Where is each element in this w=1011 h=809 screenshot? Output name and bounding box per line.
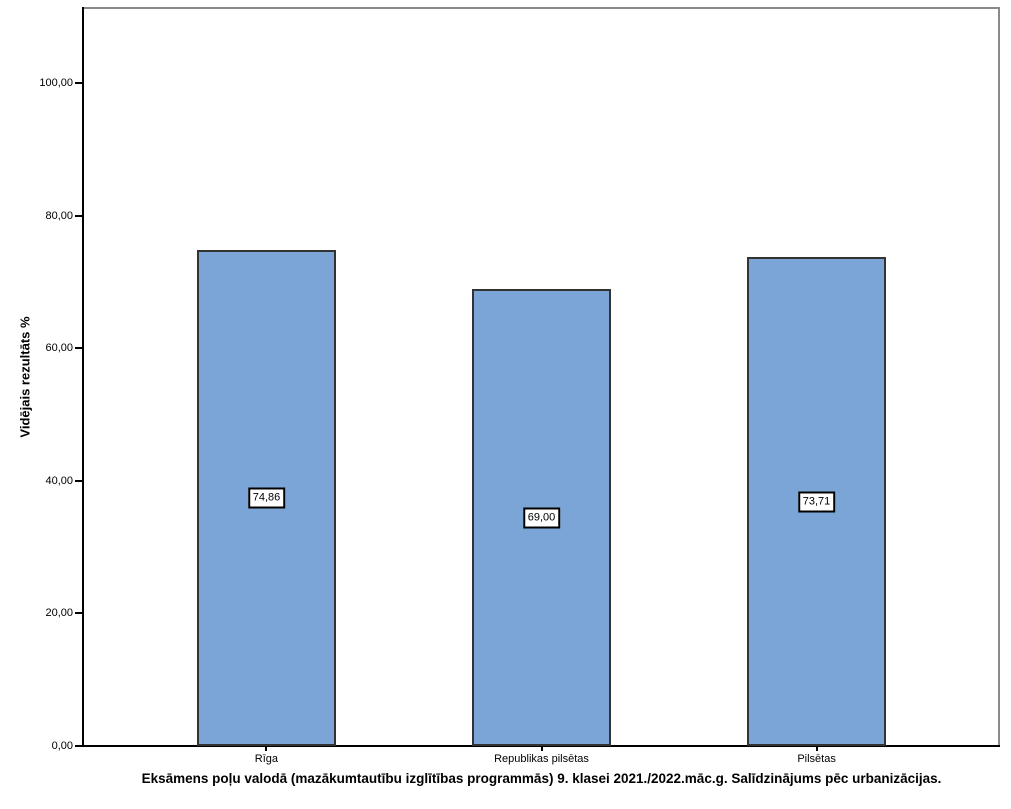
y-tick-label: 20,00: [45, 607, 73, 620]
chart-title: Eksāmens poļu valodā (mazākumtautību izg…: [141, 771, 942, 786]
y-axis-line: [82, 7, 84, 747]
y-tick-mark: [75, 612, 83, 615]
y-tick-label: 0,00: [51, 740, 73, 752]
bar-3: 73,71: [747, 257, 886, 746]
x-tick-mark: [540, 746, 543, 751]
x-category-label: Republikas pilsētas: [494, 753, 589, 765]
y-tick-label: 80,00: [45, 209, 73, 222]
y-tick-mark: [75, 745, 83, 747]
bar-value-label: 69,00: [522, 507, 561, 528]
x-tick-mark: [815, 746, 818, 751]
bar-value-label: 73,71: [797, 491, 836, 512]
y-tick-mark: [75, 82, 83, 84]
y-tick-mark: [75, 214, 83, 217]
bar-value-label: 74,86: [247, 487, 286, 509]
plot-frame-right: [998, 7, 1000, 746]
x-category-label: Pilsētas: [797, 753, 836, 765]
bar-2: 69,00: [472, 289, 611, 746]
bar-1: 74,86: [197, 250, 336, 746]
y-tick-mark: [75, 479, 83, 482]
x-tick-mark: [265, 746, 268, 751]
plot-frame-top: [83, 7, 1000, 9]
plot-area: 74,86 69,00 73,71: [83, 7, 1000, 746]
x-category-label: Rīga: [254, 753, 279, 765]
y-axis-title: Vidējais rezultāts %: [17, 316, 33, 438]
y-tick-label: 40,00: [45, 474, 73, 487]
y-tick-label: 60,00: [45, 342, 73, 355]
y-tick-label: 100,00: [39, 77, 73, 89]
y-tick-mark: [75, 347, 83, 350]
